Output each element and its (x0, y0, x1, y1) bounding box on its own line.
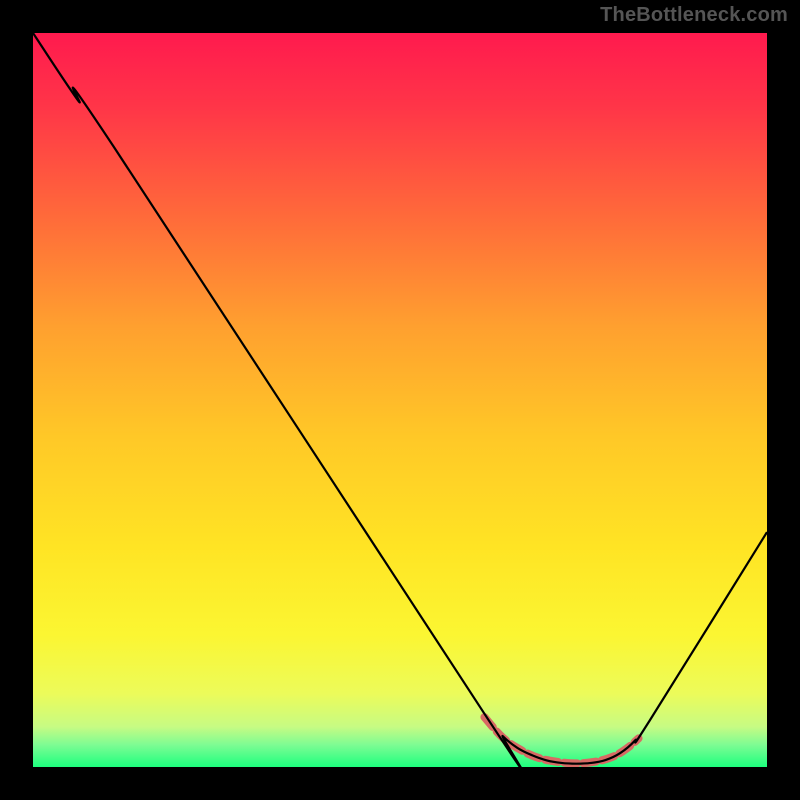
bottleneck-chart (0, 0, 800, 800)
plot-background (33, 33, 767, 767)
chart-root: TheBottleneck.com (0, 0, 800, 800)
attribution-text: TheBottleneck.com (600, 4, 788, 27)
